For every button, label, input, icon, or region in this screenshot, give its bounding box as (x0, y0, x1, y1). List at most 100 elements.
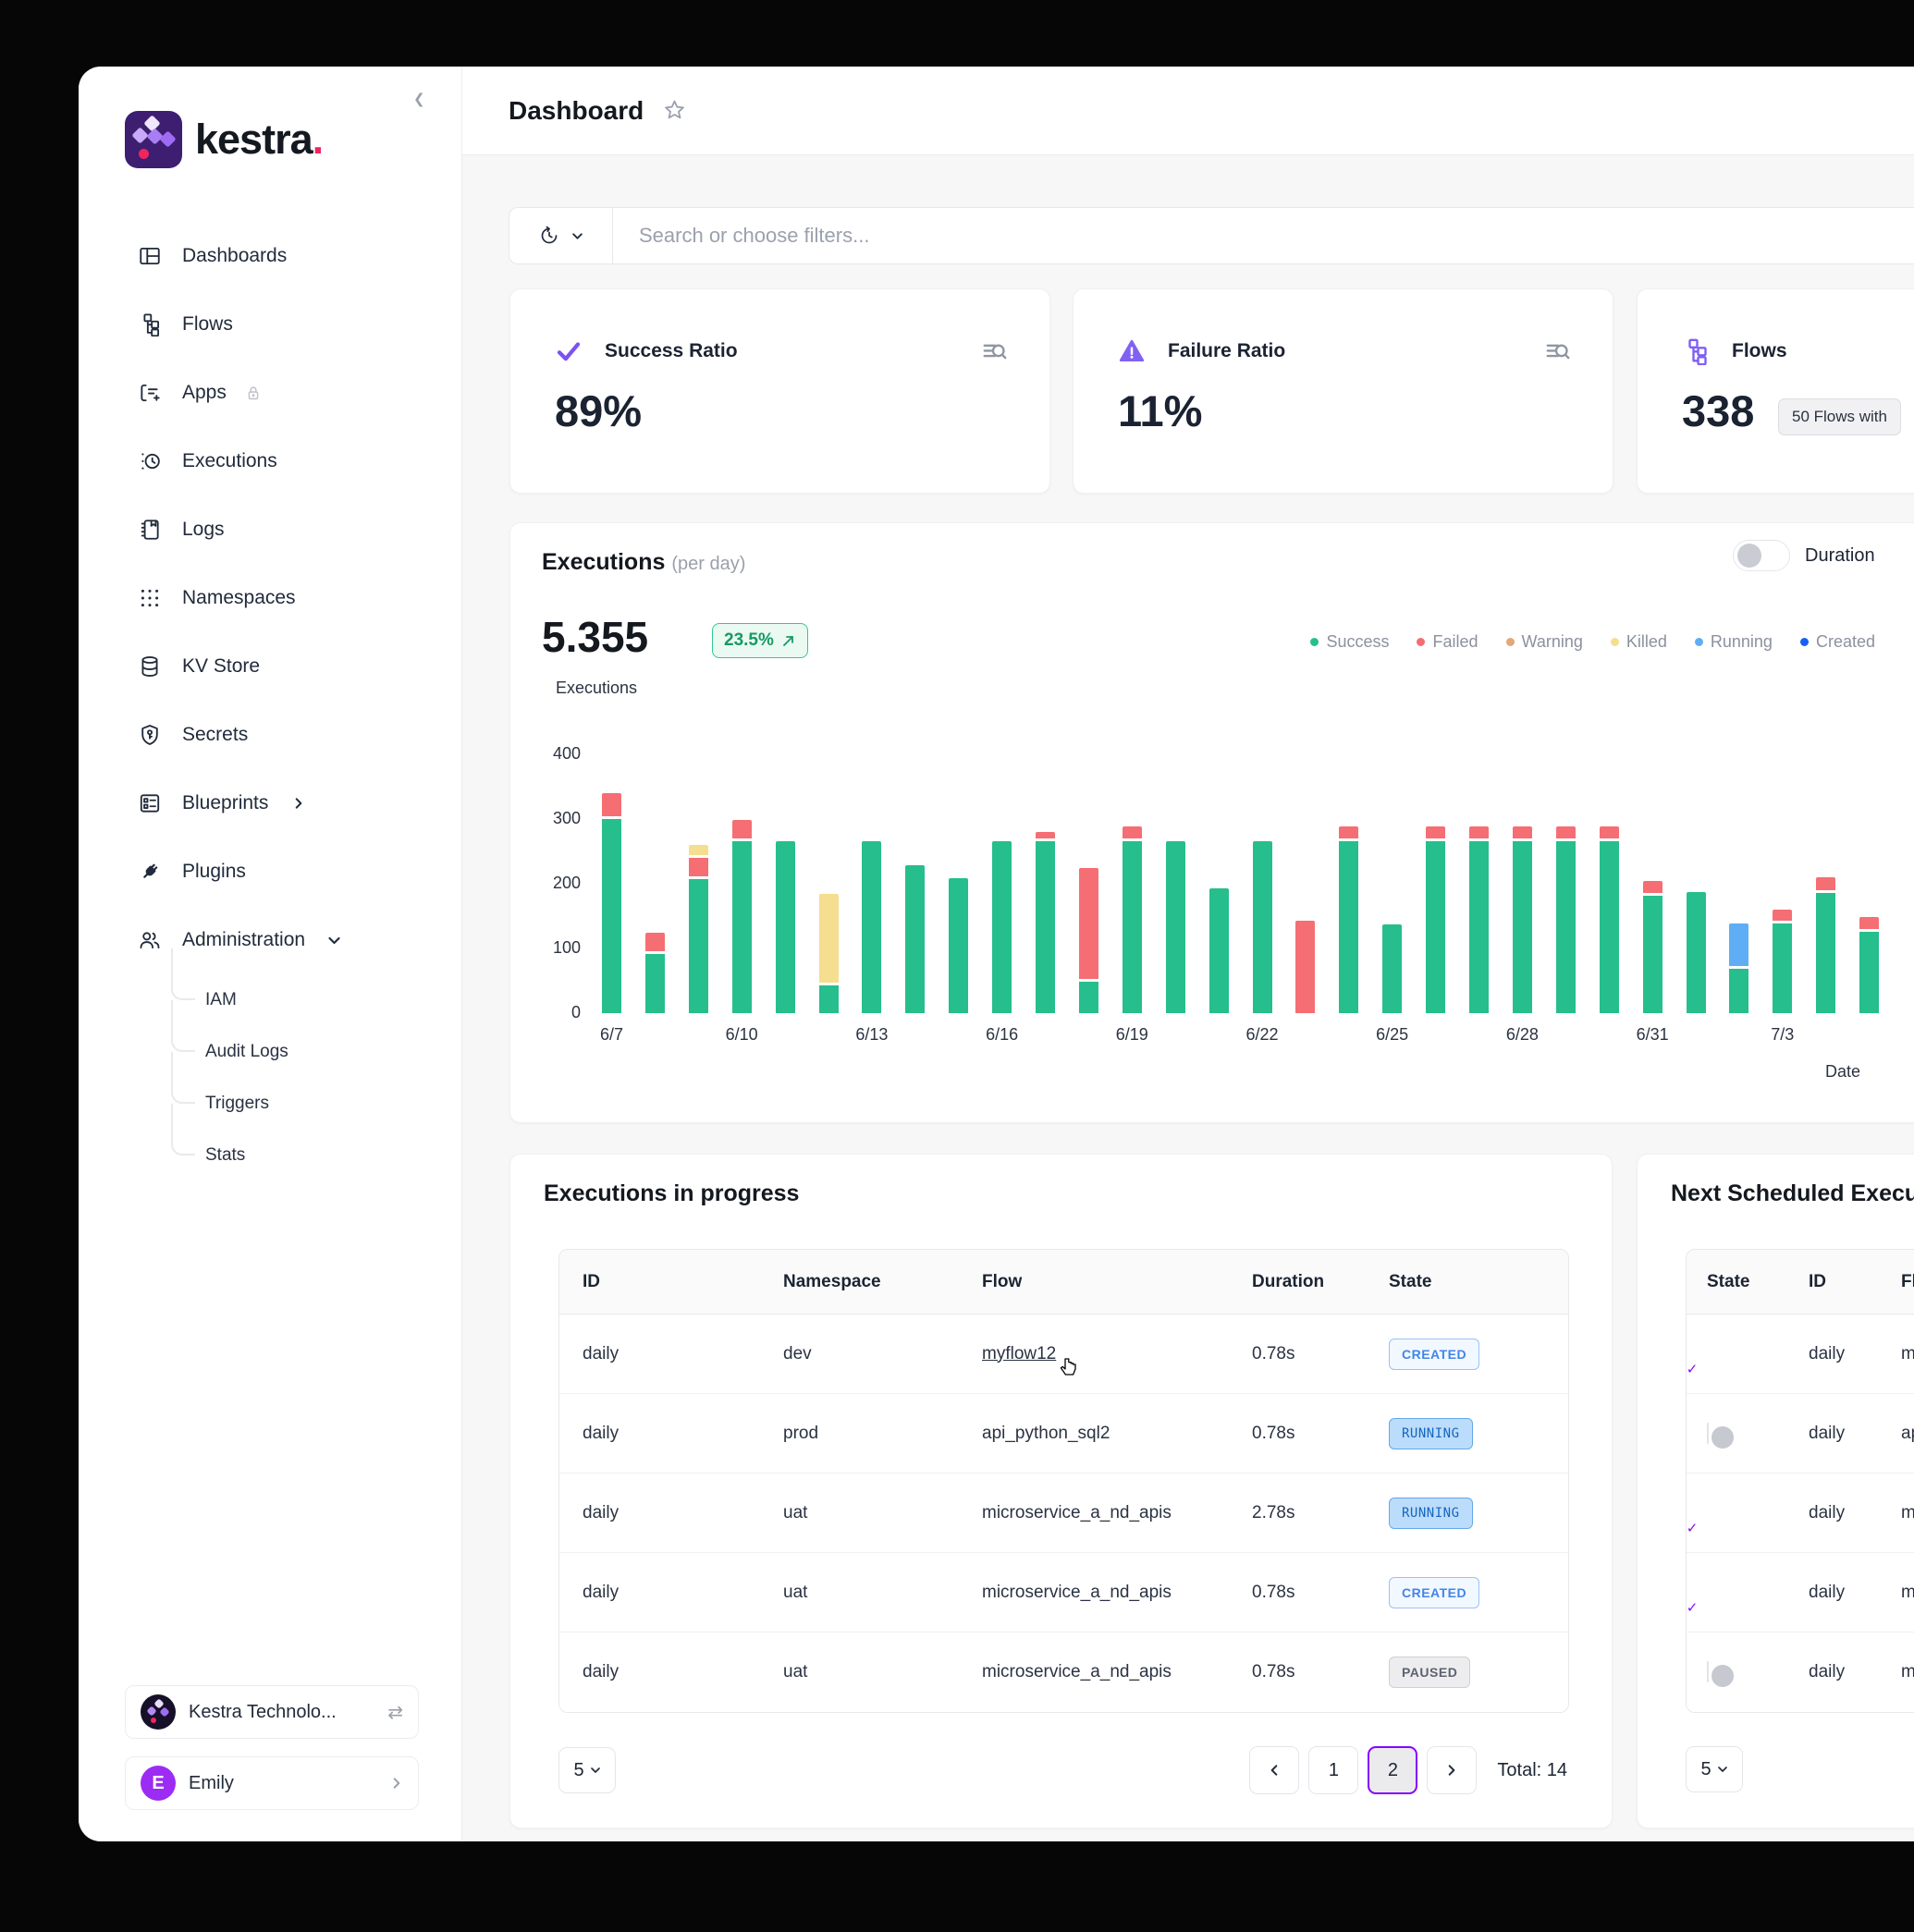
sidebar-item-executions[interactable]: Executions (79, 427, 461, 495)
legend-item[interactable]: Running (1694, 632, 1773, 652)
administration-icon (140, 932, 160, 949)
sidebar-item-triggers[interactable]: Triggers (79, 1052, 461, 1130)
x-axis-label: 6/19 (1115, 1025, 1148, 1044)
chart-bar-6-7 (602, 793, 621, 1013)
failure-ratio-value: 11% (1118, 386, 1203, 435)
kestra-wordmark: kestra. (195, 116, 324, 163)
legend-item[interactable]: Warning (1505, 632, 1583, 652)
search-input[interactable] (613, 224, 1914, 248)
warning-icon (1119, 339, 1145, 361)
x-axis-label: 7/3 (1771, 1025, 1795, 1044)
chart-bar-6-15 (949, 878, 969, 1013)
sidebar-item-iam[interactable]: IAM (79, 948, 461, 1026)
sidebar-item-kv-store[interactable]: KV Store (79, 632, 461, 701)
sidebar-item-label: Executions (182, 450, 277, 471)
administration-submenu: IAM Audit Logs Triggers Stats (79, 948, 461, 1181)
chevron-right-icon (296, 798, 302, 809)
flow-link[interactable]: microservice_a_nd_apis (982, 1662, 1172, 1681)
apps-icon (141, 384, 160, 402)
table-footer: 5 (1686, 1746, 1914, 1792)
sidebar-item-stats[interactable]: Stats (79, 1104, 461, 1181)
executions-icon (141, 453, 160, 470)
card-title: Failure Ratio (1168, 340, 1286, 361)
legend-item[interactable]: Success (1310, 632, 1389, 652)
table-row: daily dev myflow12 0.78s CREATED (559, 1314, 1568, 1394)
executions-total: 5.355 (542, 613, 649, 661)
flow-link[interactable]: microservice_a_nd_apis (982, 1502, 1172, 1522)
flow-enabled-toggle[interactable]: ✓ (1707, 1661, 1734, 1687)
next-page-button[interactable] (1427, 1746, 1478, 1794)
sidebar-item-label: Plugins (182, 861, 246, 882)
sidebar-item-label: Namespaces (182, 587, 296, 608)
chart-bar-6-21 (1209, 888, 1229, 1013)
status-badge: CREATED (1389, 1338, 1480, 1370)
next-scheduled-panel: Next Scheduled Executions State ID Flow … (1637, 1154, 1914, 1828)
page-2-button[interactable]: 2 (1368, 1746, 1418, 1794)
flow-enabled-toggle[interactable]: ✓ (1707, 1422, 1734, 1449)
sidebar-collapse-icon[interactable]: ❮ (413, 92, 425, 107)
favorite-star-icon[interactable] (662, 98, 687, 123)
duration-toggle[interactable] (1733, 540, 1790, 571)
legend-item[interactable]: Created (1799, 632, 1875, 652)
chart-bar-7-2 (1729, 923, 1749, 1013)
legend-item[interactable]: Killed (1610, 632, 1667, 652)
x-axis-label: 6/10 (725, 1025, 758, 1044)
page-size-select[interactable]: 5 (558, 1747, 616, 1793)
page-1-button[interactable]: 1 (1308, 1746, 1359, 1794)
chart-bar-6-12 (818, 894, 839, 1013)
duration-toggle-group: Duration (1733, 540, 1875, 571)
table-row: daily uat microservice_a_nd_apis 2.78s R… (559, 1473, 1568, 1553)
sidebar-item-flows[interactable]: Flows (79, 290, 461, 359)
user-menu[interactable]: E Emily (125, 1756, 419, 1810)
success-ratio-value: 89% (555, 386, 643, 435)
chart-bar-7-4 (1816, 877, 1836, 1013)
list-search-icon[interactable] (1544, 337, 1572, 365)
chart-bar-6-29 (1555, 826, 1576, 1013)
sidebar-item-dashboards[interactable]: Dashboards (79, 222, 461, 290)
col-namespace: Namespace (783, 1271, 881, 1291)
failure-ratio-card: Failure Ratio 11% (1073, 288, 1613, 494)
executions-in-progress-table: ID Namespace Flow Duration State daily d… (558, 1249, 1569, 1713)
table-row: daily uat microservice_a_nd_apis 0.78s P… (559, 1632, 1568, 1712)
flows-card: Flows 338 50 Flows with (1637, 288, 1914, 494)
chart-bar-6-13 (862, 841, 882, 1013)
table-header-row: State ID Flow (1687, 1250, 1914, 1314)
x-axis-label: 6/13 (855, 1025, 889, 1044)
cursor-hand-icon (1061, 1357, 1076, 1376)
sidebar-item-administration[interactable]: Administration (79, 906, 461, 974)
prev-page-button[interactable] (1249, 1746, 1300, 1794)
sidebar: ❮ kestra. Dashboards Flows Apps (79, 67, 462, 1841)
switch-tenant-icon[interactable]: ⇄ (387, 1702, 403, 1723)
flow-link[interactable]: microservice_a_nd_apis (982, 1582, 1172, 1602)
chevron-down-icon (1717, 1767, 1727, 1772)
filter-bar (509, 207, 1914, 264)
y-axis-tick: 400 (552, 744, 581, 763)
sidebar-item-audit-logs[interactable]: Audit Logs (79, 1000, 461, 1078)
chart-bar-6-10 (731, 820, 752, 1013)
flow-link[interactable]: api_python_sql2 (982, 1423, 1110, 1443)
page-size-select[interactable]: 5 (1686, 1746, 1743, 1792)
y-axis-tick: 300 (552, 809, 581, 827)
list-search-icon[interactable] (981, 337, 1009, 365)
flow-link[interactable]: myflow12 (982, 1344, 1076, 1376)
sidebar-item-apps[interactable]: Apps (79, 359, 461, 427)
sidebar-item-logs[interactable]: Logs (79, 495, 461, 564)
filter-history-dropdown[interactable] (509, 208, 613, 263)
kestra-logo[interactable]: kestra. (125, 111, 324, 168)
sidebar-item-secrets[interactable]: Secrets (79, 701, 461, 769)
total-count: Total: 14 (1497, 1759, 1567, 1780)
chart-bar-6-16 (992, 841, 1012, 1013)
chart-bar-7-5 (1859, 917, 1880, 1013)
sidebar-item-label: Blueprints (182, 792, 269, 813)
chart-bar-6-27 (1469, 826, 1489, 1013)
table-row: ✓ daily microservice_a_nd_apis (1687, 1553, 1914, 1632)
sidebar-item-blueprints[interactable]: Blueprints (79, 769, 461, 838)
tenant-switcher[interactable]: Kestra Technolo... ⇄ (125, 1685, 419, 1739)
col-flow: Flow (982, 1271, 1023, 1291)
sidebar-item-namespaces[interactable]: Namespaces (79, 564, 461, 632)
sidebar-item-plugins[interactable]: Plugins (79, 838, 461, 906)
chart-bar-6-24 (1339, 826, 1359, 1013)
legend-item[interactable]: Failed (1417, 632, 1478, 652)
chart-bar-6-26 (1426, 826, 1446, 1013)
sub-item-label: Stats (205, 1145, 246, 1165)
